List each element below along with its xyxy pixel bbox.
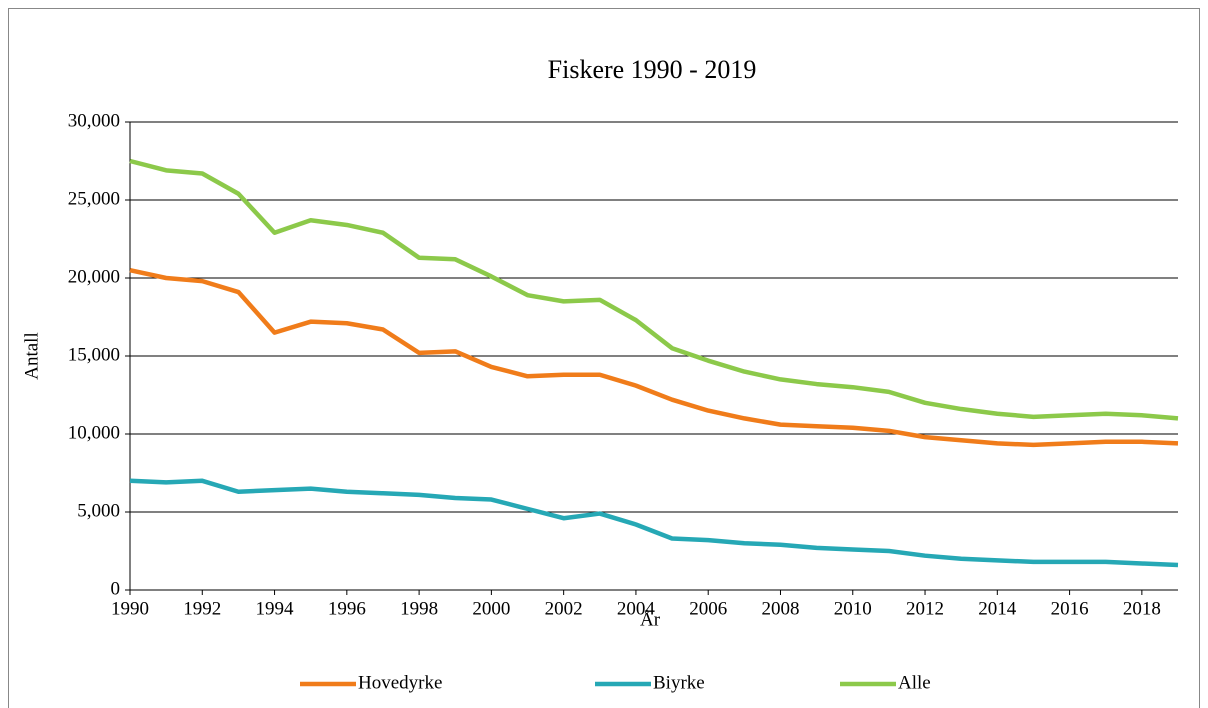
x-tick-label: 2016 — [1051, 598, 1089, 619]
series-line — [129, 478, 1179, 568]
x-tick-label: 2008 — [761, 598, 799, 619]
y-tick-label: 20,000 — [68, 266, 120, 287]
x-tick-label: 2014 — [978, 598, 1017, 619]
series-line — [129, 268, 1179, 448]
y-tick-label: 5,000 — [77, 500, 120, 521]
y-axis-label: Antall — [21, 332, 42, 380]
y-tick-label: 15,000 — [68, 344, 120, 365]
x-tick-label: 2010 — [834, 598, 872, 619]
chart-border — [8, 8, 1200, 708]
x-tick-label: 2012 — [906, 598, 944, 619]
y-tick-label: 25,000 — [68, 188, 120, 209]
x-tick-label: 1998 — [400, 598, 438, 619]
series-line — [129, 158, 1179, 421]
y-tick-label: 0 — [111, 578, 121, 599]
y-tick-label: 30,000 — [68, 110, 120, 131]
x-tick-label: 2002 — [545, 598, 583, 619]
chart-title: Fiskere 1990 - 2019 — [548, 55, 757, 84]
x-tick-label: 1990 — [111, 598, 149, 619]
x-tick-label: 2000 — [472, 598, 510, 619]
x-tick-label: 1996 — [328, 598, 366, 619]
legend-label: Alle — [898, 672, 931, 693]
x-tick-label: 1994 — [256, 598, 295, 619]
y-tick-label: 10,000 — [68, 422, 120, 443]
x-axis-label: År — [640, 609, 661, 630]
x-tick-label: 2006 — [689, 598, 727, 619]
x-tick-label: 2018 — [1123, 598, 1161, 619]
x-tick-label: 1992 — [183, 598, 221, 619]
x-tick-label: 2004 — [617, 598, 656, 619]
legend-label: Hovedyrke — [358, 672, 442, 693]
legend-label: Biyrke — [653, 672, 705, 693]
